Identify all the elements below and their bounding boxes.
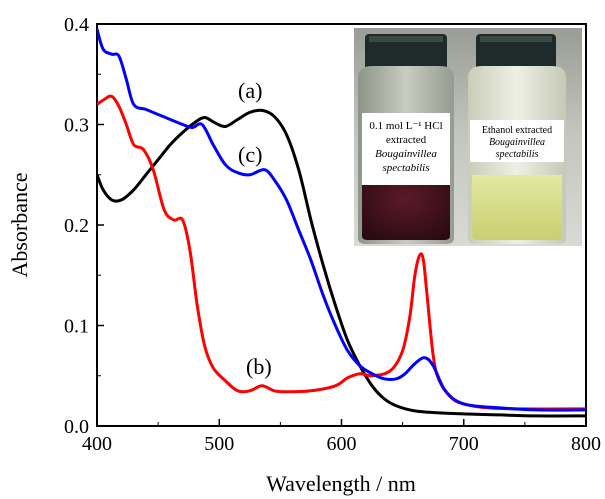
curve-label-a: (a) bbox=[238, 78, 262, 103]
right-caption-line1: Ethanol extracted bbox=[482, 125, 552, 136]
y-axis-ticks: 0.0 0.1 0.2 0.3 0.4 bbox=[64, 14, 104, 438]
series-a-line bbox=[97, 108, 586, 418]
y-axis-title: Absorbance bbox=[7, 172, 32, 277]
y-tick-label: 0.4 bbox=[64, 14, 89, 36]
right-caption-line3: spectabilis bbox=[496, 149, 539, 160]
x-tick-label: 800 bbox=[571, 433, 601, 455]
x-axis-title: Wavelength / nm bbox=[266, 471, 416, 496]
x-tick-label: 700 bbox=[449, 433, 479, 455]
x-tick-label: 500 bbox=[204, 433, 234, 455]
right-bottle: Ethanol extracted Bougainvillea spectabi… bbox=[468, 34, 566, 244]
y-tick-label: 0.1 bbox=[64, 316, 89, 338]
left-caption-line3: Bougainvillea bbox=[375, 148, 437, 160]
curve-label-c: (c) bbox=[238, 142, 262, 167]
series-b-line bbox=[97, 94, 586, 411]
inset-photo: 0.1 mol L⁻¹ HCl extracted Bougainvillea … bbox=[354, 28, 582, 246]
y-tick-label: 0.2 bbox=[64, 215, 89, 237]
series-layer bbox=[97, 28, 586, 418]
y-tick-label: 0.3 bbox=[64, 115, 89, 137]
x-tick-label: 600 bbox=[327, 433, 357, 455]
left-bottle: 0.1 mol L⁻¹ HCl extracted Bougainvillea … bbox=[358, 34, 454, 244]
left-caption-line4: spectabilis bbox=[382, 162, 429, 174]
left-caption-line2: extracted bbox=[386, 134, 427, 146]
y-tick-label: 0.0 bbox=[64, 416, 89, 438]
x-tick-label: 400 bbox=[82, 433, 112, 455]
right-caption-line2: Bougainvillea bbox=[489, 137, 545, 148]
series-c-line bbox=[97, 28, 586, 412]
curve-label-b: (b) bbox=[246, 354, 272, 379]
left-caption-line1: 0.1 mol L⁻¹ HCl bbox=[369, 120, 442, 132]
x-axis-ticks: 400 500 600 700 800 bbox=[82, 419, 601, 455]
